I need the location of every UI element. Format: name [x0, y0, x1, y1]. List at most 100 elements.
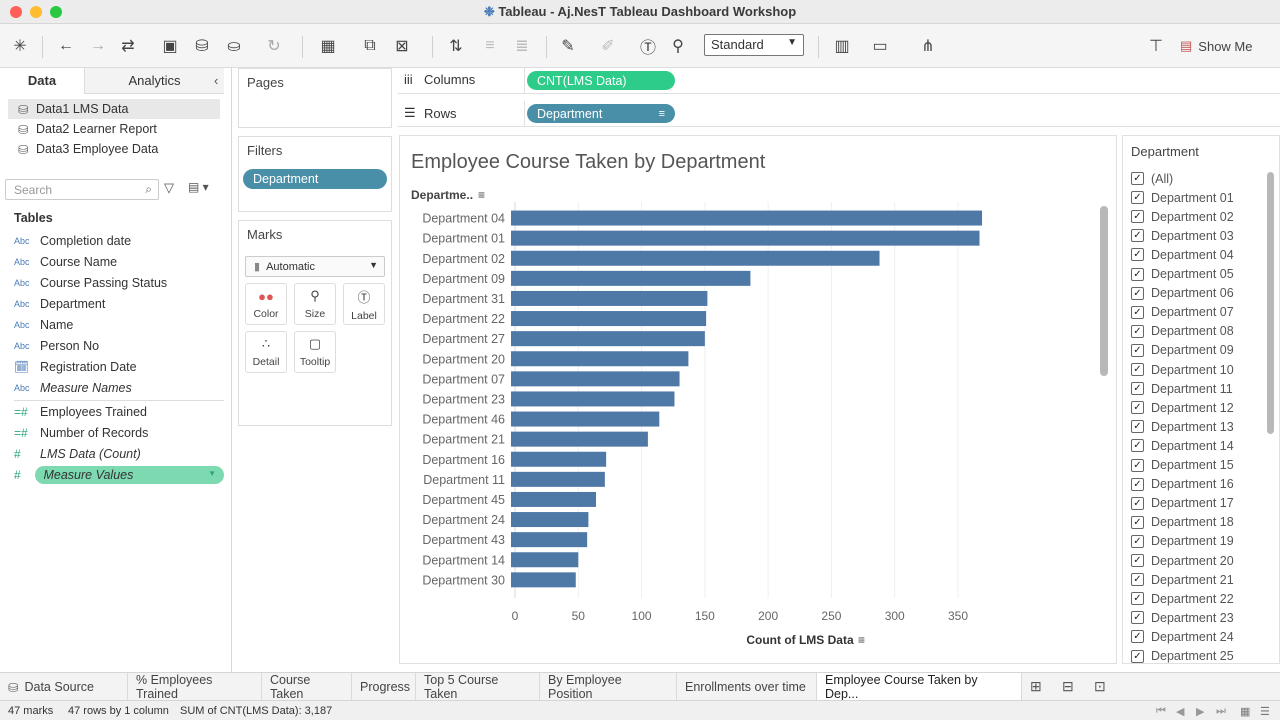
- checkbox-checked-icon[interactable]: ✓: [1131, 458, 1144, 472]
- filter-checkbox-item[interactable]: ✓ Department 10: [1131, 360, 1234, 379]
- category-label[interactable]: Department 31: [422, 292, 505, 306]
- checkbox-checked-icon[interactable]: ✓: [1131, 477, 1144, 491]
- category-label[interactable]: Department 01: [422, 232, 505, 246]
- tab-progress[interactable]: Progress: [352, 673, 416, 701]
- field-registration-date[interactable]: 🗓 Registration Date: [14, 357, 228, 377]
- category-label[interactable]: Department 04: [422, 212, 505, 226]
- category-label[interactable]: Department 16: [422, 453, 505, 467]
- bar[interactable]: [511, 230, 980, 246]
- bar[interactable]: [511, 270, 751, 286]
- sort-ascending-icon[interactable]: ≡: [485, 37, 495, 54]
- filter-checkbox-item[interactable]: ✓ Department 19: [1131, 532, 1234, 551]
- bar[interactable]: [511, 532, 588, 548]
- category-label[interactable]: Department 14: [422, 553, 505, 567]
- new-worksheet-icon[interactable]: ▦: [320, 38, 336, 55]
- next-sheet-icon[interactable]: ▶: [1196, 706, 1205, 718]
- filter-checkbox-item[interactable]: ✓ Department 13: [1131, 417, 1234, 436]
- swap-rows-columns-icon[interactable]: ⇅: [449, 38, 463, 55]
- field-lms-data-count[interactable]: # LMS Data (Count): [14, 444, 228, 464]
- category-label[interactable]: Department 46: [422, 413, 505, 427]
- bar[interactable]: [511, 552, 579, 568]
- tableau-icon[interactable]: ✳: [13, 38, 27, 55]
- pause-updates-icon[interactable]: ⛀: [227, 38, 241, 55]
- bar[interactable]: [511, 431, 648, 447]
- checkbox-checked-icon[interactable]: ✓: [1131, 363, 1144, 376]
- tab-data-source[interactable]: ⛁ Data Source: [0, 673, 128, 701]
- checkbox-checked-icon[interactable]: ✓: [1131, 573, 1144, 587]
- new-datasource-icon[interactable]: ⛁: [195, 38, 209, 55]
- field-course-name[interactable]: Abc Course Name: [14, 252, 228, 272]
- filter-checkbox-item[interactable]: ✓ Department 24: [1131, 627, 1234, 646]
- checkbox-checked-icon[interactable]: ✓: [1131, 420, 1144, 434]
- tab-by-employee-position[interactable]: By Employee Position: [540, 673, 677, 701]
- detail-button[interactable]: ∴ Detail: [245, 331, 287, 373]
- tab-enrollments-over-time[interactable]: Enrollments over time: [677, 673, 817, 701]
- category-label[interactable]: Department 22: [422, 312, 505, 326]
- bar[interactable]: [511, 250, 880, 266]
- field-course-passing-status[interactable]: Abc Course Passing Status: [14, 273, 228, 293]
- checkbox-checked-icon[interactable]: ✓: [1131, 649, 1144, 663]
- bar[interactable]: [511, 351, 689, 367]
- filter-scrollbar[interactable]: [1267, 172, 1274, 434]
- checkbox-checked-icon[interactable]: ✓: [1131, 305, 1144, 319]
- undo-icon[interactable]: ←: [58, 37, 74, 54]
- filter-checkbox-item[interactable]: ✓ Department 11: [1131, 379, 1233, 398]
- minimize-window-button[interactable]: [30, 6, 42, 18]
- tab-course-taken[interactable]: Course Taken: [262, 673, 352, 701]
- rows-pill-department[interactable]: Department ≡: [527, 104, 675, 123]
- filter-pill-department[interactable]: Department: [243, 169, 387, 189]
- filter-checkbox-item[interactable]: ✓ Department 20: [1131, 551, 1234, 570]
- category-label[interactable]: Department 07: [422, 372, 505, 386]
- close-window-button[interactable]: [10, 6, 22, 18]
- filter-checkbox-item[interactable]: ✓ (All): [1131, 169, 1173, 188]
- filter-checkbox-item[interactable]: ✓ Department 08: [1131, 322, 1234, 341]
- category-label[interactable]: Department 02: [422, 252, 505, 266]
- checkbox-checked-icon[interactable]: ✓: [1131, 343, 1144, 357]
- fix-axes-icon[interactable]: ⚲: [672, 38, 684, 55]
- field-name[interactable]: Abc Name: [14, 315, 228, 335]
- collapse-pane-icon[interactable]: ‹: [214, 73, 219, 88]
- fit-select[interactable]: Standard ▼: [704, 34, 804, 56]
- tab-employees-trained[interactable]: % Employees Trained: [128, 673, 262, 701]
- checkbox-checked-icon[interactable]: ✓: [1131, 191, 1144, 205]
- checkbox-checked-icon[interactable]: ✓: [1131, 554, 1144, 567]
- filter-checkbox-item[interactable]: ✓ Department 09: [1131, 341, 1234, 360]
- show-mark-labels-icon[interactable]: Ⓣ: [639, 40, 656, 57]
- columns-pill-cnt-lms-data[interactable]: CNT(LMS Data): [527, 71, 675, 90]
- sort-descending-icon[interactable]: ≣: [515, 38, 529, 55]
- filters-card[interactable]: Filters Department: [238, 136, 392, 212]
- bar[interactable]: [511, 290, 708, 306]
- category-label[interactable]: Department 27: [422, 332, 505, 346]
- checkbox-checked-icon[interactable]: ✓: [1131, 382, 1144, 396]
- redo-icon[interactable]: →: [90, 37, 106, 54]
- filter-checkbox-item[interactable]: ✓ Department 06: [1131, 284, 1234, 303]
- bar[interactable]: [511, 371, 680, 387]
- list-view-icon[interactable]: ☰: [1260, 706, 1270, 718]
- field-employees-trained[interactable]: =# Employees Trained: [14, 402, 228, 422]
- show-cards-icon[interactable]: ▥: [834, 38, 850, 55]
- checkbox-checked-icon[interactable]: ✓: [1131, 324, 1144, 338]
- presentation-mode-icon[interactable]: ▭: [872, 38, 888, 55]
- checkbox-checked-icon[interactable]: ✓: [1131, 515, 1144, 529]
- filter-checkbox-item[interactable]: ✓ Department 12: [1131, 398, 1234, 417]
- group-members-icon[interactable]: ✐: [601, 38, 615, 55]
- last-sheet-icon[interactable]: ⏭: [1216, 705, 1226, 717]
- category-label[interactable]: Department 21: [422, 433, 505, 447]
- color-button[interactable]: ●● Color: [245, 283, 287, 325]
- tab-analytics[interactable]: Analytics: [84, 68, 224, 94]
- sort-icon[interactable]: ≡: [478, 188, 485, 202]
- bar[interactable]: [511, 331, 705, 347]
- category-label[interactable]: Department 23: [422, 392, 505, 406]
- checkbox-checked-icon[interactable]: ✓: [1131, 592, 1144, 606]
- checkbox-checked-icon[interactable]: ✓: [1131, 496, 1144, 510]
- filter-checkbox-item[interactable]: ✓ Department 16: [1131, 475, 1234, 494]
- clear-sheet-icon[interactable]: ⊠: [395, 38, 409, 55]
- pages-card[interactable]: Pages: [238, 68, 392, 128]
- checkbox-checked-icon[interactable]: ✓: [1131, 534, 1144, 548]
- filter-checkbox-item[interactable]: ✓ Department 04: [1131, 245, 1234, 264]
- bar[interactable]: [511, 210, 983, 226]
- bar[interactable]: [511, 471, 605, 487]
- refresh-icon[interactable]: ↻: [267, 38, 281, 55]
- field-person-no[interactable]: Abc Person No: [14, 336, 228, 356]
- filter-checkbox-item[interactable]: ✓ Department 18: [1131, 513, 1234, 532]
